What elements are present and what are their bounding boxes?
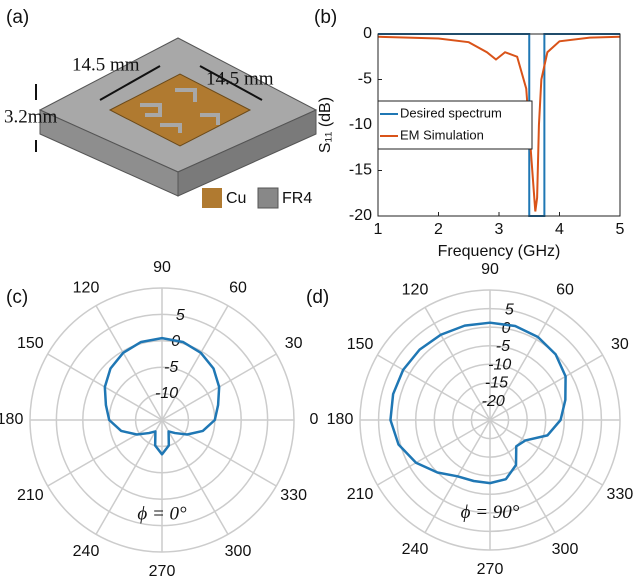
x-tick-label: 3 <box>495 221 504 238</box>
legend-label: Cu <box>226 190 246 207</box>
angle-tick-label: 30 <box>285 335 303 352</box>
x-tick-label: 5 <box>616 221 625 238</box>
angle-tick-label: 180 <box>0 411 23 428</box>
x-tick-label: 1 <box>374 221 383 238</box>
angle-grid-line <box>162 420 276 486</box>
angle-grid-line <box>48 420 162 486</box>
legend-swatch <box>202 188 222 208</box>
y-tick-label: -20 <box>349 207 372 224</box>
legend-swatch <box>258 188 278 208</box>
legend-label: Desired spectrum <box>400 105 502 120</box>
angle-tick-label: 180 <box>327 411 354 428</box>
y-tick-label: -15 <box>349 162 372 179</box>
angle-tick-label: 210 <box>17 487 44 504</box>
dimension-label: 14.5 mm <box>72 54 140 75</box>
angle-tick-label: 0 <box>310 411 319 428</box>
y-axis-label: S₁₁ (dB) <box>317 97 334 153</box>
legend-label: FR4 <box>282 190 312 207</box>
dimension-label: 3.2mm <box>4 106 58 127</box>
figure: (a) (b) (c) (d) 14.5 mm 14.5 mm 3.2mm Cu… <box>0 0 636 580</box>
legend-label: EM Simulation <box>400 127 484 142</box>
y-tick-label: 0 <box>363 25 372 42</box>
x-tick-label: 2 <box>434 221 443 238</box>
angle-tick-label: 90 <box>481 261 499 278</box>
radial-tick-label: -10 <box>488 356 511 373</box>
y-tick-label: -10 <box>349 116 372 133</box>
angle-tick-label: 270 <box>149 563 176 580</box>
angle-tick-label: 240 <box>402 541 429 558</box>
angle-tick-label: 240 <box>73 543 100 560</box>
x-tick-label: 4 <box>555 221 564 238</box>
radial-tick-label: -10 <box>155 385 178 402</box>
panel-label: (b) <box>314 7 337 28</box>
angle-tick-label: 120 <box>402 281 429 298</box>
substrate-illustration: 14.5 mm 14.5 mm 3.2mm Cu FR4 <box>4 38 316 208</box>
angle-tick-label: 60 <box>556 281 574 298</box>
angle-tick-label: 120 <box>73 280 100 297</box>
radial-tick-label: 5 <box>176 307 185 324</box>
radial-tick-label: -5 <box>164 359 178 376</box>
panel-label: (d) <box>306 287 329 308</box>
dimension-label: 14.5 mm <box>206 68 274 89</box>
angle-tick-label: 330 <box>280 487 307 504</box>
radial-tick-label: 0 <box>502 320 511 337</box>
angle-tick-label: 300 <box>552 541 579 558</box>
angle-tick-label: 210 <box>347 486 374 503</box>
angle-tick-label: 330 <box>607 486 634 503</box>
angle-tick-label: 30 <box>611 336 629 353</box>
angle-tick-label: 300 <box>225 543 252 560</box>
panel-label: (c) <box>6 287 28 308</box>
angle-tick-label: 150 <box>17 335 44 352</box>
angle-tick-label: 60 <box>229 280 247 297</box>
radial-tick-label: -20 <box>482 393 505 410</box>
radial-tick-label: -5 <box>496 338 510 355</box>
radial-tick-label: -15 <box>485 375 508 392</box>
panel-label: (a) <box>6 7 29 28</box>
radial-tick-label: 5 <box>505 301 514 318</box>
angle-tick-label: 90 <box>153 259 171 276</box>
annotation: ϕ = 0° <box>137 503 187 524</box>
x-axis-label: Frequency (GHz) <box>438 243 561 260</box>
y-tick-label: -5 <box>358 71 372 88</box>
annotation: ϕ = 90° <box>461 502 520 523</box>
angle-tick-label: 150 <box>347 336 374 353</box>
angle-tick-label: 270 <box>477 561 504 578</box>
